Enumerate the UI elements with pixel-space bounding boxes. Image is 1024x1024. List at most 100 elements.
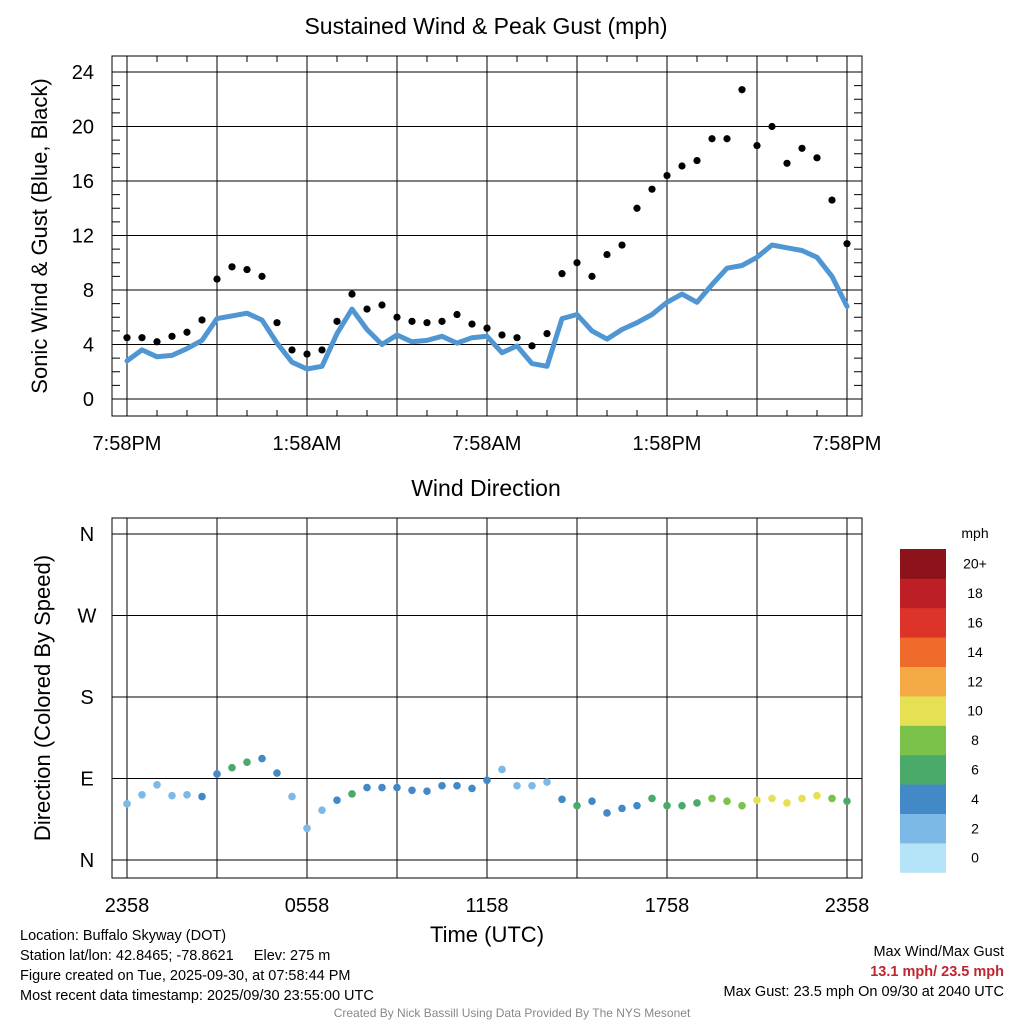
direction-xtick-label: 2358 (105, 895, 150, 917)
gust-point (453, 310, 461, 319)
colorbar-swatch (900, 843, 946, 873)
wind-ytick-label: 12 (72, 226, 94, 248)
gust-point (558, 270, 566, 278)
direction-point (843, 797, 851, 805)
direction-xtick-label: 2358 (825, 895, 870, 917)
wind-chart-ylabel: Sonic Wind & Gust (Blue, Black) (27, 78, 52, 393)
gust-point (843, 240, 851, 248)
direction-point (363, 783, 371, 792)
direction-point (543, 778, 551, 786)
direction-point (618, 804, 626, 813)
latlon-row: Station lat/lon: 42.8465; -78.8621 Elev:… (20, 946, 374, 966)
direction-point (318, 806, 326, 814)
direction-point (468, 784, 476, 793)
direction-point (723, 797, 731, 805)
gust-point (468, 320, 476, 328)
colorbar-label: 12 (967, 673, 983, 689)
elev-text: Elev: 275 m (253, 948, 331, 964)
wind-xtick-label: 7:58PM (813, 433, 882, 455)
gust-point (753, 141, 761, 150)
direction-chart-ticks: N E S W N 2358 0558 1158 1758 2358 (78, 524, 870, 917)
direction-point (213, 770, 221, 778)
gust-point (678, 162, 686, 170)
colorbar-label: 4 (971, 791, 979, 807)
gust-point (318, 346, 326, 354)
gust-point (498, 331, 506, 339)
direction-point (408, 786, 416, 795)
colorbar-label: 8 (971, 732, 979, 748)
direction-point (273, 769, 281, 777)
direction-chart-points (123, 754, 851, 833)
colorbar-label: 10 (967, 703, 983, 719)
colorbar-swatch (900, 784, 946, 814)
wind-chart-grid (112, 56, 862, 416)
gust-point (288, 346, 296, 354)
colorbar-swatch (900, 666, 946, 697)
direction-point (663, 801, 671, 810)
direction-point (738, 801, 746, 810)
direction-point (528, 781, 536, 790)
direction-ytick-label: W (78, 606, 97, 628)
max-info: Max Wind/Max Gust 13.1 mph/ 23.5 mph Max… (724, 942, 1004, 1002)
wind-xtick-label: 7:58AM (453, 433, 522, 455)
colorbar-label: 14 (967, 644, 983, 660)
gust-point (783, 159, 791, 167)
direction-point (438, 781, 446, 790)
gust-point (273, 319, 281, 327)
colorbar-label: 16 (967, 615, 983, 631)
gust-point (243, 265, 251, 274)
gust-point (543, 330, 551, 338)
direction-chart-ylabel: Direction (Colored By Speed) (30, 555, 55, 841)
direction-point (393, 783, 401, 792)
direction-point (813, 791, 821, 800)
credit-text: Created By Nick Bassill Using Data Provi… (333, 1006, 691, 1020)
colorbar-swatch (900, 696, 946, 726)
wind-ytick-label: 4 (83, 335, 94, 357)
gust-point (528, 342, 536, 350)
max-title: Max Wind/Max Gust (873, 944, 1004, 960)
wind-ytick-label: 16 (72, 171, 94, 193)
gust-point (573, 259, 581, 267)
direction-point (348, 790, 356, 798)
colorbar-label: 18 (967, 585, 983, 601)
direction-point (708, 794, 716, 803)
colorbar-swatch (900, 607, 946, 638)
direction-point (678, 801, 686, 810)
gust-point (153, 338, 161, 346)
wind-ytick-label: 24 (72, 62, 94, 84)
gust-point (648, 185, 656, 193)
wind-chart-frame (111, 55, 863, 417)
direction-point (633, 801, 641, 810)
gust-point (138, 334, 146, 342)
direction-point (828, 794, 836, 803)
gust-point (693, 156, 701, 165)
direction-point (753, 796, 761, 805)
direction-point (228, 763, 236, 772)
direction-point (243, 758, 251, 766)
gust-point (513, 334, 521, 342)
direction-point (153, 781, 161, 789)
gust-point (483, 324, 491, 332)
gust-point (588, 272, 596, 280)
wind-ytick-label: 20 (72, 117, 94, 139)
direction-point (588, 797, 596, 805)
gust-point (798, 144, 806, 152)
sustained-wind-line (124, 242, 850, 372)
max-values: 13.1 mph/ 23.5 mph (870, 964, 1004, 980)
gust-point (738, 86, 746, 94)
direction-point (423, 787, 431, 795)
gust-point (723, 135, 731, 143)
direction-point (258, 754, 266, 763)
direction-xtick-label: 1158 (465, 895, 508, 917)
direction-point (783, 799, 791, 807)
direction-ytick-label: E (80, 769, 93, 791)
direction-point (123, 800, 131, 808)
max-gust-text: Max Gust: 23.5 mph On 09/30 at 2040 UTC (723, 984, 1004, 1000)
direction-ytick-label: S (80, 687, 93, 709)
location-text: Location: Buffalo Skyway (DOT) (20, 928, 227, 944)
direction-point (198, 792, 206, 801)
station-info: Location: Buffalo Skyway (DOT) Station l… (20, 926, 374, 1006)
wind-xtick-label: 1:58PM (633, 433, 702, 455)
colorbar-swatch (900, 725, 946, 756)
gust-point (618, 241, 626, 249)
